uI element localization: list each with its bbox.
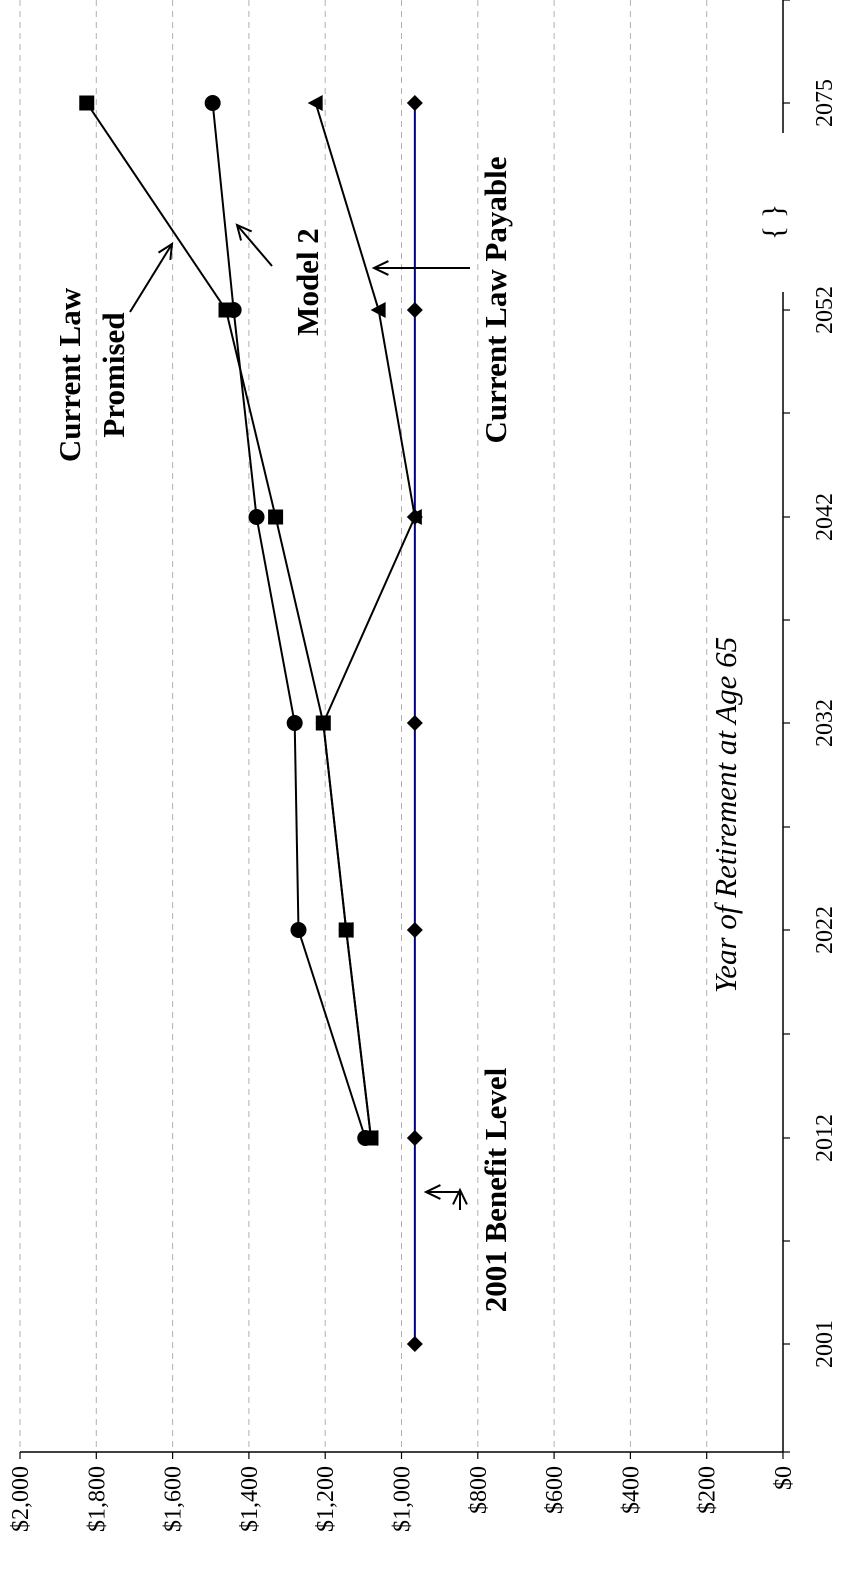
arrow-shaft: [129, 243, 173, 313]
marker-current-law-promised: [79, 95, 95, 111]
annotation-current-law-promised: Promised: [96, 312, 131, 437]
value-tick-label: $1,400: [237, 1466, 263, 1532]
year-tick-label: 2001: [812, 1320, 838, 1368]
value-tick-label: $600: [542, 1466, 568, 1514]
marker-current-law-payable: [370, 302, 386, 318]
year-tick-label: 2052: [812, 286, 838, 334]
marker-2001-benefit-level: [406, 715, 423, 731]
arrow-2001-benefit-level-stem: [452, 1187, 468, 1210]
arrow-head: [371, 260, 389, 276]
annotation-current-law-payable: Current Law Payable: [478, 156, 513, 443]
value-tick-label: $1,200: [313, 1466, 339, 1532]
arrow-current-law-payable: [371, 260, 470, 276]
year-tick-label: 2032: [812, 699, 838, 747]
marker-2001-benefit-level: [406, 1130, 423, 1146]
year-tick-label: 2075: [812, 79, 838, 127]
marker-model-2: [248, 509, 265, 525]
year-tick-label: 2012: [812, 1114, 838, 1162]
value-tick-label: $0: [771, 1466, 797, 1490]
arrow-shaft: [236, 224, 273, 267]
marker-2001-benefit-level: [406, 1336, 423, 1352]
marker-current-law-payable: [315, 715, 331, 731]
value-tick-label: $2,000: [8, 1466, 34, 1532]
marker-2001-benefit-level: [406, 922, 423, 938]
marker-2001-benefit-level: [406, 95, 423, 111]
year-tick-label: 2022: [812, 906, 838, 954]
series-line-current-law-payable: [314, 102, 416, 1139]
annotation-model-2: Model 2: [290, 228, 325, 336]
arrow-current-law-promised: [129, 242, 174, 313]
series-markers: [79, 95, 423, 1352]
year-tick-label: 2042: [812, 493, 838, 541]
arrow-head: [423, 1184, 441, 1200]
value-tick-label: $200: [695, 1466, 721, 1514]
x-axis-title: Year of Retirement at Age 65: [708, 637, 743, 993]
marker-model-2: [225, 302, 242, 318]
arrow-head: [157, 242, 174, 261]
axes: [19, 0, 790, 1459]
marker-model-2: [204, 95, 221, 111]
value-tick-label: $1,000: [390, 1466, 416, 1532]
value-tick-label: $400: [618, 1466, 644, 1514]
marker-current-law-promised: [268, 509, 284, 525]
marker-model-2: [290, 922, 307, 938]
value-tick-label: $1,800: [84, 1466, 110, 1532]
arrow-head: [452, 1187, 468, 1205]
marker-current-law-payable: [362, 1130, 378, 1146]
annotation-current-law-promised: Current Law: [52, 287, 87, 462]
arrow-model-2: [235, 223, 273, 267]
marker-current-law-payable: [307, 95, 323, 111]
axis-break-symbol: { }: [757, 204, 790, 240]
value-tick-label: $1,600: [161, 1466, 187, 1532]
arrow-head: [235, 223, 253, 241]
marker-2001-benefit-level: [406, 302, 423, 318]
marker-model-2: [286, 715, 303, 731]
gridlines: [19, 0, 708, 1452]
value-tick-label: $800: [466, 1466, 492, 1514]
tick-labels: $0 $200 $400 $600 $800 $1,000 $1,200 $1,400 $1,6…: [8, 79, 838, 1532]
annotation-2001-benefit-level: 2001 Benefit Level: [478, 1067, 513, 1312]
arrow-2001-benefit-level: [423, 1184, 460, 1200]
series-line-model-2: [211, 102, 367, 1139]
marker-current-law-payable: [338, 922, 354, 938]
series-lines: [85, 102, 416, 1344]
annotations: Current Law Promised Model 2 Current Law Pa…: [52, 156, 513, 1312]
marker-current-law-payable: [406, 509, 422, 525]
